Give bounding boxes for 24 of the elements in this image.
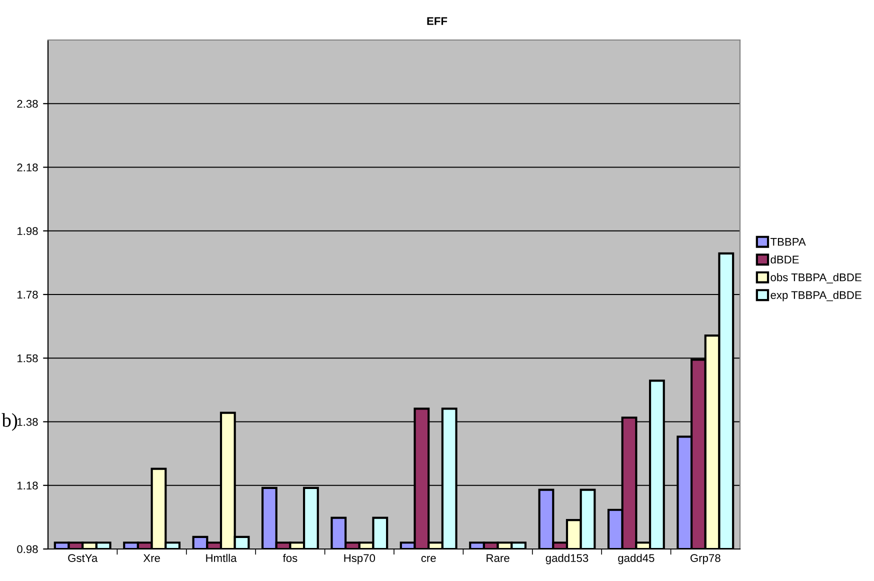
y-tick-label: 1.18 (18, 482, 38, 490)
y-tick-label: 1.58 (18, 354, 38, 362)
legend-label: obs TBBPA_dBDE (770, 273, 862, 284)
y-tick-label: 1.98 (18, 227, 38, 236)
x-tick-label: gadd45 (618, 554, 654, 564)
legend-label: exp TBBPA_dBDE (770, 290, 862, 302)
y-tick-label: 1.78 (18, 290, 38, 299)
legend-label: dBDE (770, 255, 799, 264)
x-tick-label: Xre (143, 554, 160, 562)
x-tick-label: Hmtlla (206, 554, 237, 562)
x-tick-label: GstYa (68, 554, 98, 562)
y-tick-label: 1.38 (18, 418, 38, 426)
x-tick-label: cre (421, 556, 436, 562)
x-tick-label: fos (282, 554, 298, 562)
y-tick-label: 2.18 (17, 164, 38, 172)
x-tick-label: Hsp70 (344, 554, 376, 564)
text: b) (2, 413, 18, 431)
y-tick-label: 0.98 (17, 545, 38, 554)
y-tick-label: 2.38 (17, 100, 38, 108)
x-tick-label: Grp78 (690, 554, 720, 564)
chart-title: EFF (427, 17, 448, 25)
x-tick-label: Rare (486, 554, 510, 562)
x-tick-label: gadd153 (546, 554, 588, 564)
legend-label: TBBPA (770, 238, 806, 246)
